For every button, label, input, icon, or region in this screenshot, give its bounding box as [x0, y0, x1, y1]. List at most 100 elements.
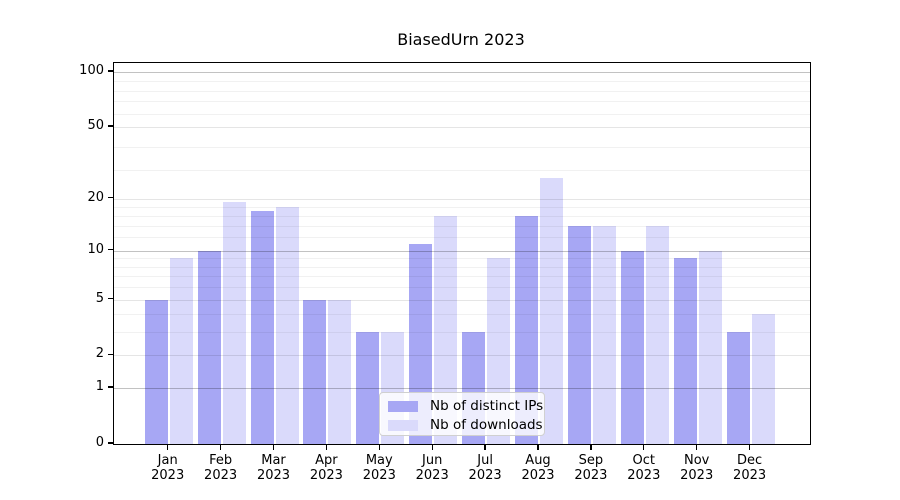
- x-tick-month: Mar: [261, 453, 286, 468]
- x-tick-month: Feb: [209, 453, 233, 468]
- gridline-10: [114, 250, 810, 252]
- plot-area: [113, 62, 811, 445]
- x-tick-month: May: [365, 453, 393, 468]
- bar-ips-oct: [620, 250, 644, 444]
- bar-downloads-oct: [645, 225, 669, 444]
- y-tick-mark: [108, 248, 113, 251]
- x-tick-year: 2023: [733, 468, 767, 483]
- x-tick-year: 2023: [256, 468, 291, 483]
- bar-downloads-jan: [169, 258, 193, 444]
- legend: Nb of distinct IPs Nb of downloads: [379, 392, 545, 436]
- x-tick-year: 2023: [468, 468, 502, 483]
- x-tick-year: 2023: [309, 468, 343, 483]
- x-tick-label: Sep 2023: [561, 453, 621, 483]
- x-tick-label: Dec 2023: [720, 453, 780, 483]
- legend-item: Nb of downloads: [388, 416, 543, 434]
- x-tick-year: 2023: [415, 468, 449, 483]
- y-tick-mark: [108, 386, 113, 388]
- x-tick-label: Oct 2023: [614, 453, 674, 483]
- y-tick-label: 100: [79, 62, 104, 78]
- gridline-8: [114, 266, 810, 268]
- x-tick-month: Aug: [525, 453, 551, 468]
- x-tick-year: 2023: [521, 468, 555, 483]
- x-tick-year: 2023: [362, 468, 396, 483]
- y-tick-mark: [108, 125, 113, 127]
- gridline-20: [114, 198, 810, 200]
- x-tick-month: Sep: [578, 453, 604, 468]
- x-tick-mark: [272, 445, 275, 450]
- y-tick-label: 50: [87, 118, 104, 134]
- bar-downloads-feb: [222, 202, 246, 444]
- x-tick-mark: [696, 445, 698, 450]
- gridline-3: [114, 332, 810, 334]
- gridline-79: [114, 90, 810, 92]
- x-tick-month: Jun: [422, 453, 443, 468]
- bar-downloads-mar: [275, 206, 299, 444]
- bar-ips-mar: [250, 210, 274, 444]
- y-tick-mark: [108, 70, 113, 72]
- y-tick-mark: [108, 353, 113, 356]
- gridline-14: [114, 225, 810, 227]
- y-tick-label: 5: [95, 290, 104, 306]
- gridline-100: [114, 71, 810, 74]
- y-tick-mark: [108, 442, 113, 444]
- bar-ips-dec: [726, 332, 750, 444]
- x-tick-month: Oct: [632, 453, 656, 468]
- x-tick-year: 2023: [627, 468, 661, 483]
- gridline-16: [114, 215, 810, 217]
- x-tick-label: Mar 2023: [244, 453, 304, 483]
- bar-downloads-jun: [434, 215, 458, 444]
- y-tick-mark: [108, 196, 113, 199]
- bar-ips-nov: [673, 258, 697, 444]
- bar-ips-sep: [567, 225, 591, 444]
- x-tick-mark: [537, 445, 539, 450]
- y-tick-label: 20: [87, 189, 104, 205]
- legend-swatch: [388, 400, 418, 412]
- gridline-2: [114, 355, 810, 357]
- x-tick-year: 2023: [151, 468, 185, 483]
- bar-downloads-apr: [328, 299, 352, 444]
- x-tick-month: Jul: [477, 453, 493, 468]
- x-tick-mark: [167, 445, 169, 450]
- chart-title: BiasedUrn 2023: [397, 30, 525, 49]
- gridline-12: [114, 237, 810, 239]
- x-tick-mark: [748, 445, 751, 450]
- x-tick-label: Jul 2023: [455, 453, 515, 483]
- bar-ips-jan: [144, 299, 168, 444]
- gridline-5: [114, 299, 810, 301]
- gridline-50: [114, 127, 810, 129]
- legend-item: Nb of distinct IPs: [388, 397, 543, 415]
- legend-item-label: Nb of distinct IPs: [430, 398, 544, 414]
- x-tick-label: Aug 2023: [508, 453, 568, 483]
- gridline-89: [114, 81, 810, 83]
- bar-ips-aug: [515, 215, 538, 444]
- y-tick-label: 0: [95, 435, 104, 450]
- x-tick-mark: [590, 445, 592, 450]
- gridline-6: [114, 287, 810, 289]
- x-tick-year: 2023: [204, 468, 238, 483]
- gridline-4: [114, 314, 810, 316]
- gridline-9: [114, 258, 810, 260]
- x-tick-label: Feb 2023: [191, 453, 251, 483]
- y-tick-label: 10: [87, 241, 104, 257]
- bar-downloads-nov: [698, 250, 722, 444]
- bar-ips-may: [356, 332, 380, 444]
- gridline-18: [114, 206, 810, 208]
- x-tick-label: Apr 2023: [296, 453, 356, 483]
- gridlines-layer: [114, 63, 810, 444]
- x-tick-year: 2023: [574, 468, 608, 483]
- bar-ips-apr: [303, 299, 327, 444]
- x-tick-month: Dec: [737, 453, 763, 468]
- x-tick-label: Nov 2023: [667, 453, 727, 483]
- x-tick-mark: [431, 445, 433, 450]
- x-tick-mark: [219, 445, 222, 450]
- legend-swatch: [388, 419, 418, 431]
- gridline-69: [114, 101, 810, 103]
- bar-downloads-sep: [592, 225, 616, 444]
- bar-downloads-dec: [751, 314, 775, 444]
- gridline-1: [114, 388, 810, 390]
- x-tick-mark: [643, 445, 645, 450]
- x-tick-mark: [378, 445, 380, 450]
- y-tick-label: 2: [95, 346, 104, 362]
